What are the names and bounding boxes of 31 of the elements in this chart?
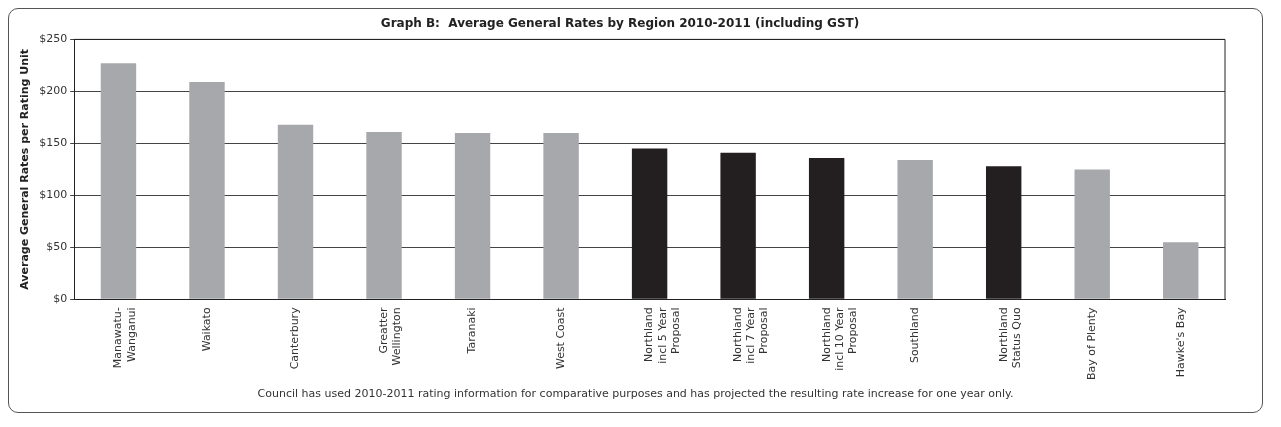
y-axis-title: Average General Rates per Rating Unit [18,48,32,290]
y-tick-label: $100 [39,188,68,202]
bar [454,132,491,299]
x-tick-label: Southland [908,307,922,364]
y-tick-label: $150 [39,136,68,150]
x-tick-label: West Coast [553,306,567,370]
x-tick-label: Greatter Wellington [376,306,404,366]
bar [189,82,225,299]
x-tick-label: Canterbury [288,306,302,370]
bar [100,63,137,299]
y-tick-label: $50 [46,240,68,254]
x-tick-label: Waikato [199,307,213,352]
y-tick-label: $0 [53,292,68,306]
x-tick-label: Northland incl 5 Year Proposal [642,306,682,364]
x-tick-label: Northland Status Quo [996,307,1023,369]
bar [1163,242,1199,299]
x-tick-label: Hawke's Bay [1173,306,1187,378]
bar [897,160,933,299]
y-tick-label: $250 [39,32,68,46]
bar [1074,169,1110,299]
x-tick-label: Bay of Plenty [1085,306,1099,381]
y-tick-label: $200 [39,84,68,98]
chart-title: Graph B: Average General Rates by Region 2010-2011 (including GST) [380,16,860,31]
bar [543,132,579,299]
x-tick-label: Northland incl 10 Year Proposal [819,306,859,371]
x-tick-label: Northland incl 7 Year Proposal [730,306,771,364]
bar [277,124,314,299]
bar [366,131,402,299]
x-tick-label: Taranaki [465,307,479,355]
text: Council has used 2010-2011 rating information for comparative purposes and has projected the resulting rate increase for one year only. [256,387,1015,400]
x-tick-label: Manawatu- Wanganui [111,307,138,369]
